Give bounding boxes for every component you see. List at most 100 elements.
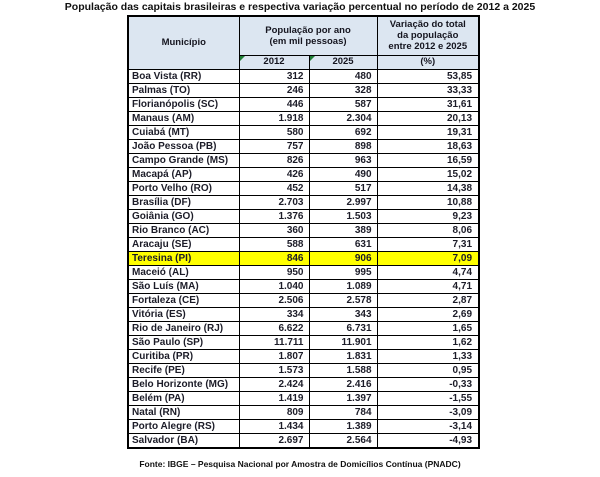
table-row: Vitória (ES) 334 343 2,69 bbox=[127, 306, 480, 322]
population-2025-cell: 490 bbox=[308, 166, 378, 182]
variacao-cell: 31,61 bbox=[376, 96, 480, 112]
population-2012-cell: 452 bbox=[238, 180, 310, 196]
population-2025-cell: 1.831 bbox=[308, 348, 378, 364]
variacao-cell: 20,13 bbox=[376, 110, 480, 126]
variacao-cell: -1,55 bbox=[376, 390, 480, 406]
population-2025-cell: 906 bbox=[308, 250, 378, 266]
population-2025-cell: 389 bbox=[308, 222, 378, 238]
table-row: Curitiba (PR) 1.807 1.831 1,33 bbox=[127, 348, 480, 364]
variacao-cell: 1,65 bbox=[376, 320, 480, 336]
municipio-cell: Goiânia (GO) bbox=[127, 208, 240, 224]
variacao-cell: 53,85 bbox=[376, 68, 480, 84]
col-header-variacao: Variação do total da população entre 201… bbox=[376, 15, 480, 56]
page-title: População das capitais brasileiras e res… bbox=[64, 1, 536, 13]
municipio-cell: Curitiba (PR) bbox=[127, 348, 240, 364]
variacao-cell: 2,69 bbox=[376, 306, 480, 322]
population-2012-cell: 1.376 bbox=[238, 208, 310, 224]
table-row: Rio de Janeiro (RJ) 6.622 6.731 1,65 bbox=[127, 320, 480, 336]
municipio-cell: Salvador (BA) bbox=[127, 432, 240, 448]
table-row: Manaus (AM) 1.918 2.304 20,13 bbox=[127, 110, 480, 126]
population-table-container: Município População por ano (em mil pess… bbox=[127, 15, 481, 449]
municipio-cell: Brasília (DF) bbox=[127, 194, 240, 210]
population-2012-cell: 1.573 bbox=[238, 362, 310, 378]
variacao-cell: 0,95 bbox=[376, 362, 480, 378]
variacao-cell: 2,87 bbox=[376, 292, 480, 308]
municipio-cell: Belo Horizonte (MG) bbox=[127, 376, 240, 392]
population-2012-cell: 826 bbox=[238, 152, 310, 168]
table-row: Recife (PE) 1.573 1.588 0,95 bbox=[127, 362, 480, 378]
table-row: Porto Alegre (RS) 1.434 1.389 -3,14 bbox=[127, 418, 480, 434]
source-note: Fonte: IBGE – Pesquisa Nacional por Amos… bbox=[139, 459, 461, 469]
col-header-percent-unit: (%) bbox=[376, 54, 480, 70]
table-row: Goiânia (GO) 1.376 1.503 9,23 bbox=[127, 208, 480, 224]
table-row: Rio Branco (AC) 360 389 8,06 bbox=[127, 222, 480, 238]
variacao-cell: -0,33 bbox=[376, 376, 480, 392]
variacao-cell: 9,23 bbox=[376, 208, 480, 224]
variacao-cell: 33,33 bbox=[376, 82, 480, 98]
population-2012-cell: 809 bbox=[238, 404, 310, 420]
population-2025-cell: 2.304 bbox=[308, 110, 378, 126]
variacao-cell: -3,14 bbox=[376, 418, 480, 434]
municipio-cell: Cuiabá (MT) bbox=[127, 124, 240, 140]
population-2025-cell: 784 bbox=[308, 404, 378, 420]
population-2012-cell: 1.040 bbox=[238, 278, 310, 294]
population-2012-cell: 1.419 bbox=[238, 390, 310, 406]
population-2012-cell: 1.434 bbox=[238, 418, 310, 434]
population-2025-cell: 2.564 bbox=[308, 432, 378, 448]
municipio-cell: Macapá (AP) bbox=[127, 166, 240, 182]
population-2025-cell: 1.389 bbox=[308, 418, 378, 434]
municipio-cell: Natal (RN) bbox=[127, 404, 240, 420]
population-2025-cell: 2.416 bbox=[308, 376, 378, 392]
variacao-cell: 8,06 bbox=[376, 222, 480, 238]
cell-flag-icon bbox=[240, 56, 245, 61]
variacao-cell: 7,09 bbox=[376, 250, 480, 266]
variacao-cell: 15,02 bbox=[376, 166, 480, 182]
table-row: Boa Vista (RR) 312 480 53,85 bbox=[127, 68, 480, 84]
municipio-cell: Belém (PA) bbox=[127, 390, 240, 406]
municipio-cell: Manaus (AM) bbox=[127, 110, 240, 126]
population-2012-cell: 446 bbox=[238, 96, 310, 112]
population-2012-cell: 246 bbox=[238, 82, 310, 98]
population-2025-cell: 1.503 bbox=[308, 208, 378, 224]
population-2025-cell: 2.578 bbox=[308, 292, 378, 308]
table-row: Cuiabá (MT) 580 692 19,31 bbox=[127, 124, 480, 140]
population-2012-cell: 312 bbox=[238, 68, 310, 84]
population-2025-cell: 6.731 bbox=[308, 320, 378, 336]
population-2012-cell: 426 bbox=[238, 166, 310, 182]
population-2012-cell: 950 bbox=[238, 264, 310, 280]
municipio-cell: Porto Alegre (RS) bbox=[127, 418, 240, 434]
table-row: Campo Grande (MS) 826 963 16,59 bbox=[127, 152, 480, 168]
population-2025-cell: 1.397 bbox=[308, 390, 378, 406]
variacao-cell: 1,62 bbox=[376, 334, 480, 350]
population-2025-cell: 2.997 bbox=[308, 194, 378, 210]
col-header-2025: 2025 bbox=[308, 54, 378, 70]
population-2025-cell: 343 bbox=[308, 306, 378, 322]
municipio-cell: Rio Branco (AC) bbox=[127, 222, 240, 238]
population-2012-cell: 6.622 bbox=[238, 320, 310, 336]
population-2012-cell: 2.697 bbox=[238, 432, 310, 448]
header-row-top: Município População por ano (em mil pess… bbox=[127, 15, 480, 70]
municipio-cell: São Paulo (SP) bbox=[127, 334, 240, 350]
population-2012-cell: 1.807 bbox=[238, 348, 310, 364]
municipio-cell: Florianópolis (SC) bbox=[127, 96, 240, 112]
variacao-cell: 10,88 bbox=[376, 194, 480, 210]
col-header-2012: 2012 bbox=[238, 54, 310, 70]
table-row: Brasília (DF) 2.703 2.997 10,88 bbox=[127, 194, 480, 210]
table-row: Belém (PA) 1.419 1.397 -1,55 bbox=[127, 390, 480, 406]
table-row: Maceió (AL) 950 995 4,74 bbox=[127, 264, 480, 280]
municipio-cell: Boa Vista (RR) bbox=[127, 68, 240, 84]
population-2012-cell: 11.711 bbox=[238, 334, 310, 350]
municipio-cell: Fortaleza (CE) bbox=[127, 292, 240, 308]
population-2025-cell: 963 bbox=[308, 152, 378, 168]
municipio-cell: Campo Grande (MS) bbox=[127, 152, 240, 168]
population-2012-cell: 846 bbox=[238, 250, 310, 266]
population-2025-cell: 631 bbox=[308, 236, 378, 252]
col-header-municipio: Município bbox=[127, 15, 240, 70]
table-row: Macapá (AP) 426 490 15,02 bbox=[127, 166, 480, 182]
variacao-cell: 16,59 bbox=[376, 152, 480, 168]
municipio-cell: Porto Velho (RO) bbox=[127, 180, 240, 196]
header-row-sub: 2012 2025 (%) bbox=[128, 54, 480, 70]
municipio-cell: Rio de Janeiro (RJ) bbox=[127, 320, 240, 336]
municipio-cell: Vitória (ES) bbox=[127, 306, 240, 322]
variacao-cell: -3,09 bbox=[376, 404, 480, 420]
